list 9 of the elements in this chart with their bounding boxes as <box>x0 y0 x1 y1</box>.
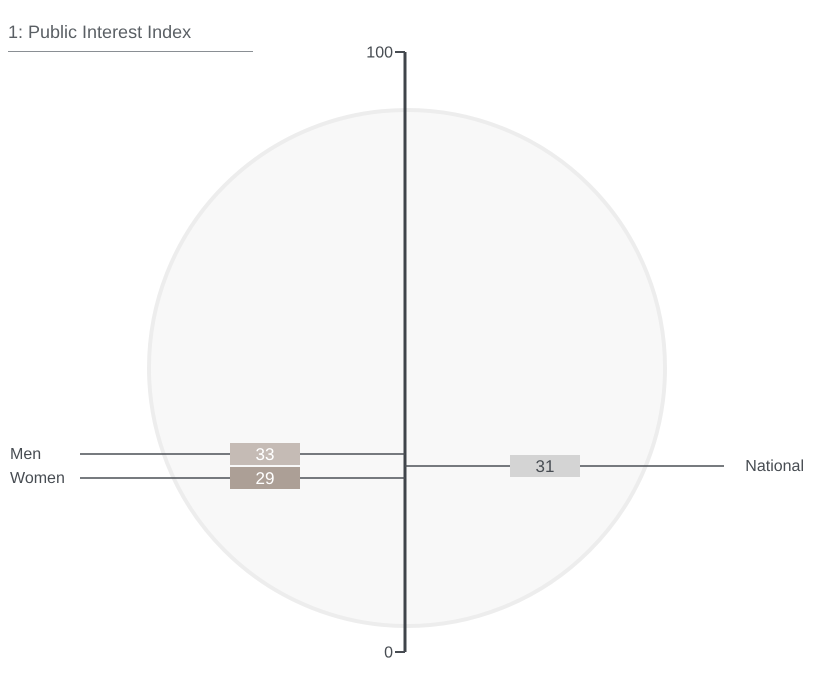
category-label: National <box>745 458 804 475</box>
category-label: Men <box>10 446 42 463</box>
category-label: Women <box>10 470 65 487</box>
text: 0 <box>384 644 394 662</box>
data-label: 33 <box>256 445 274 464</box>
data-label: 31 <box>536 457 554 476</box>
data-label: 29 <box>256 469 274 488</box>
text: 1: Public Interest Index <box>8 22 253 52</box>
text: 100 <box>366 44 394 62</box>
